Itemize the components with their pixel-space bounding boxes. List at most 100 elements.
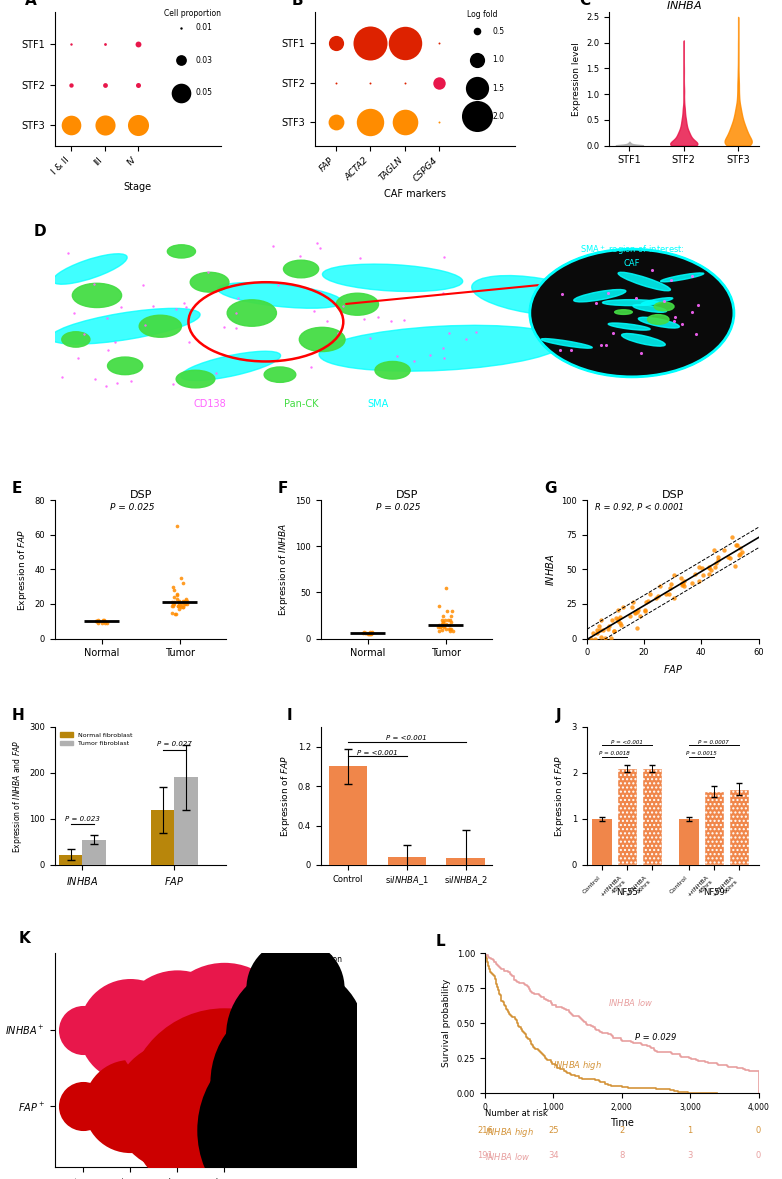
Point <box>436 338 449 357</box>
Point <box>734 545 746 564</box>
Point <box>67 304 80 323</box>
Point <box>90 612 102 631</box>
Title: DSP: DSP <box>129 489 152 500</box>
Text: DSP: DSP <box>310 239 335 252</box>
Point <box>177 591 189 610</box>
Point <box>391 347 404 365</box>
Point <box>384 312 396 331</box>
Point <box>179 594 192 613</box>
Point <box>166 604 178 623</box>
Point <box>678 572 691 591</box>
Point <box>730 535 743 554</box>
Text: 1.5: 1.5 <box>493 84 504 93</box>
Point <box>168 605 181 624</box>
Point <box>131 116 144 134</box>
Point <box>703 565 716 584</box>
Point <box>365 625 378 644</box>
Text: E: E <box>12 481 22 496</box>
Point <box>736 544 748 562</box>
Point <box>174 51 187 70</box>
Point <box>432 621 445 640</box>
Y-axis label: Expression of $FAP$: Expression of $FAP$ <box>279 755 292 837</box>
Point <box>693 558 705 577</box>
Point <box>99 75 111 94</box>
Text: 191: 191 <box>477 1151 493 1160</box>
Point <box>594 336 607 355</box>
Point <box>337 297 350 316</box>
Point <box>169 605 181 624</box>
Legend: Normal fibroblast, Tumor fibroblast: Normal fibroblast, Tumor fibroblast <box>58 730 135 749</box>
Y-axis label: Expression of $INHBA$: Expression of $INHBA$ <box>277 522 290 617</box>
Point <box>434 617 447 635</box>
Point <box>627 593 640 612</box>
Text: C: C <box>579 0 590 8</box>
Point <box>330 73 343 92</box>
Point <box>630 618 643 637</box>
Point <box>88 370 101 389</box>
Point <box>178 294 191 312</box>
Point <box>171 586 184 605</box>
Ellipse shape <box>472 276 595 315</box>
Point <box>304 357 317 376</box>
Point <box>703 559 716 578</box>
Point <box>170 590 183 608</box>
Point <box>437 348 450 367</box>
Point <box>686 574 698 593</box>
Ellipse shape <box>633 304 666 312</box>
Point <box>432 618 444 637</box>
X-axis label: $FAP$: $FAP$ <box>662 663 683 674</box>
Ellipse shape <box>615 310 633 315</box>
Point <box>364 624 377 643</box>
Point <box>170 516 183 535</box>
Point <box>441 601 454 620</box>
Point <box>598 628 611 647</box>
Point <box>371 308 384 327</box>
Point <box>446 601 458 620</box>
Point <box>676 573 688 592</box>
Point <box>175 594 188 613</box>
Point <box>124 1020 136 1039</box>
Point <box>166 597 178 615</box>
Point <box>95 613 108 632</box>
Ellipse shape <box>622 334 665 347</box>
Bar <box>82 839 106 865</box>
Point <box>612 612 624 631</box>
Point <box>101 309 113 328</box>
Point <box>100 376 113 395</box>
Point <box>565 341 577 360</box>
Point <box>432 597 445 615</box>
Text: 34: 34 <box>548 1151 558 1160</box>
Point <box>677 577 690 595</box>
Point <box>177 598 189 617</box>
Ellipse shape <box>541 338 592 348</box>
Point <box>556 284 569 303</box>
Point <box>77 1096 89 1115</box>
Ellipse shape <box>300 328 345 351</box>
Point <box>436 613 449 632</box>
Point <box>78 324 91 343</box>
Point <box>210 364 222 383</box>
Point <box>357 310 370 329</box>
Point <box>717 540 730 559</box>
Point <box>330 34 343 53</box>
Point <box>436 283 449 302</box>
Point <box>646 261 658 279</box>
Point <box>434 618 447 637</box>
Point <box>639 601 651 620</box>
Ellipse shape <box>284 261 319 278</box>
Y-axis label: $INHBA$: $INHBA$ <box>543 553 556 586</box>
Point <box>92 610 105 628</box>
Ellipse shape <box>52 253 127 284</box>
Point <box>173 593 185 612</box>
Point <box>360 624 372 643</box>
Point <box>445 606 457 625</box>
Text: 0.4: 0.4 <box>323 1030 335 1040</box>
Point <box>595 627 608 646</box>
Point <box>217 317 230 336</box>
Text: Log fold: Log fold <box>467 11 497 19</box>
Point <box>167 593 180 612</box>
Point <box>424 345 436 364</box>
Point <box>232 288 245 307</box>
Point <box>654 577 666 595</box>
Text: P = 0.0007: P = 0.0007 <box>698 740 729 745</box>
